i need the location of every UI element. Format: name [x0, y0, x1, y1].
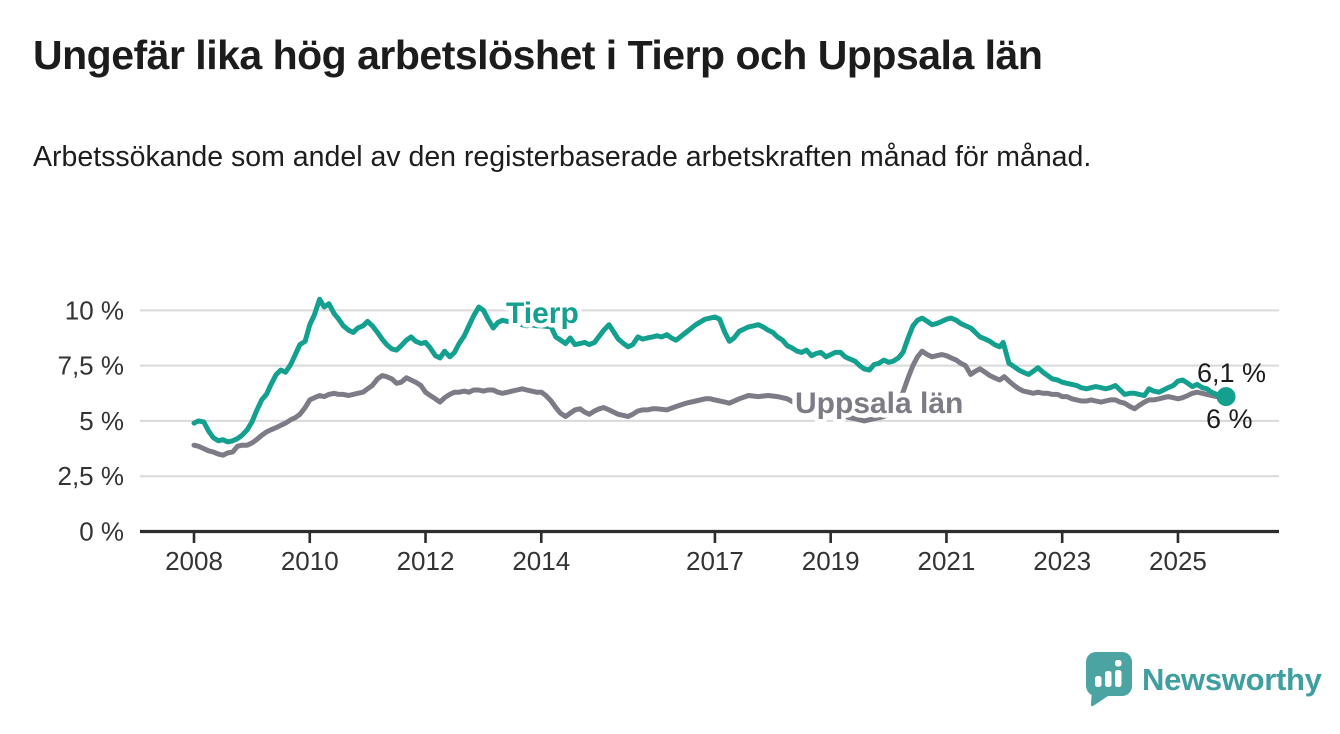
x-axis-tick-label: 2014 [512, 546, 570, 576]
x-axis-tick-label: 2017 [686, 546, 744, 576]
x-axis-tick-label: 2008 [165, 546, 223, 576]
end-value-label-tierp: 6,1 % [1197, 358, 1266, 388]
newsworthy-logo-text: Newsworthy [1142, 662, 1322, 697]
y-axis-tick-label: 2,5 % [58, 461, 125, 491]
logo-bar-chart-glyph [1095, 660, 1122, 687]
x-axis-tick-label: 2012 [397, 546, 455, 576]
series-line-uppsala-lan [191, 348, 1229, 458]
x-axis-tick-label: 2010 [281, 546, 339, 576]
y-axis-tick-label: 7,5 % [58, 351, 125, 381]
x-axis-tick-label: 2025 [1149, 546, 1207, 576]
series-line-tierp [191, 296, 1229, 445]
x-axis-tick-label: 2019 [802, 546, 860, 576]
x-axis-tick-label: 2023 [1033, 546, 1091, 576]
end-value-label-uppsala-lan: 6 % [1206, 404, 1253, 434]
series-label-tierp: Tierp [506, 297, 579, 330]
series-label-uppsala-lan: Uppsala län [795, 387, 963, 420]
page-title: Ungefär lika hög arbetslöshet i Tierp oc… [33, 32, 1043, 78]
y-axis-tick-label: 0 % [79, 517, 124, 547]
y-axis-tick-label: 10 % [65, 295, 124, 325]
x-axis-tick-label: 2021 [918, 546, 976, 576]
newsworthy-logo-icon [1086, 652, 1132, 707]
y-axis-tick-label: 5 % [79, 406, 124, 436]
series-end-dot [1216, 387, 1236, 407]
chart-subtitle: Arbetssökande som andel av den registerb… [33, 141, 1092, 173]
newsworthy-logo: Newsworthy [1086, 652, 1322, 708]
